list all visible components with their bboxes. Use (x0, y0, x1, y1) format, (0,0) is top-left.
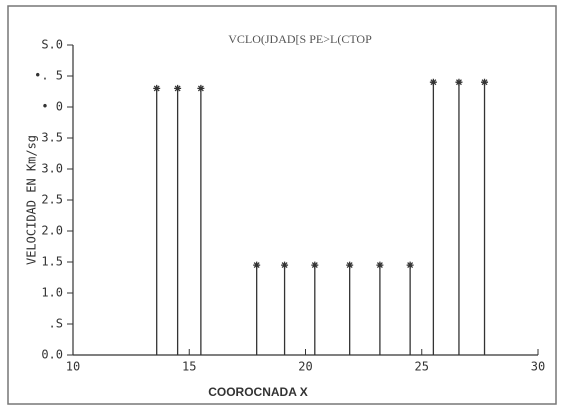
y-tick-label: • 0 (41, 100, 63, 114)
x-tick-label: 10 (66, 360, 80, 374)
stem-marker (346, 261, 354, 269)
stem-marker (311, 261, 319, 269)
y-tick-label: S.0 (41, 38, 63, 52)
stem-marker (429, 78, 437, 86)
y-tick-label: 1.5 (41, 255, 63, 269)
stem-marker (481, 78, 489, 86)
x-axis-label: COOROCNADA X (208, 385, 308, 399)
y-tick-label: 0.0 (41, 348, 63, 362)
y-tick-label: 3.0 (41, 162, 63, 176)
stem-marker (197, 84, 205, 92)
x-tick-label: 15 (182, 360, 196, 374)
stem-marker (174, 84, 182, 92)
stem-marker (406, 261, 414, 269)
x-tick-label: 25 (415, 360, 429, 374)
stem-marker (153, 84, 161, 92)
stem-marker (253, 261, 261, 269)
y-tick-label: 2.0 (41, 224, 63, 238)
y-axis-label: VELOCIDAD EN Km/sg (25, 135, 39, 265)
y-tick-label: .S (49, 317, 63, 331)
y-tick-label: 1.0 (41, 286, 63, 300)
x-tick-label: 30 (531, 360, 545, 374)
y-tick-label: 2.5 (41, 193, 63, 207)
stem-marker (455, 78, 463, 86)
stem-marker (376, 261, 384, 269)
x-tick-label: 20 (298, 360, 312, 374)
y-tick-label: •. 5 (34, 69, 63, 83)
y-tick-label: 3.5 (41, 131, 63, 145)
chart-title: VCLO(JDAD[S PE>L(CTOP (228, 32, 372, 46)
stem-marker (281, 261, 289, 269)
frame (7, 5, 557, 405)
